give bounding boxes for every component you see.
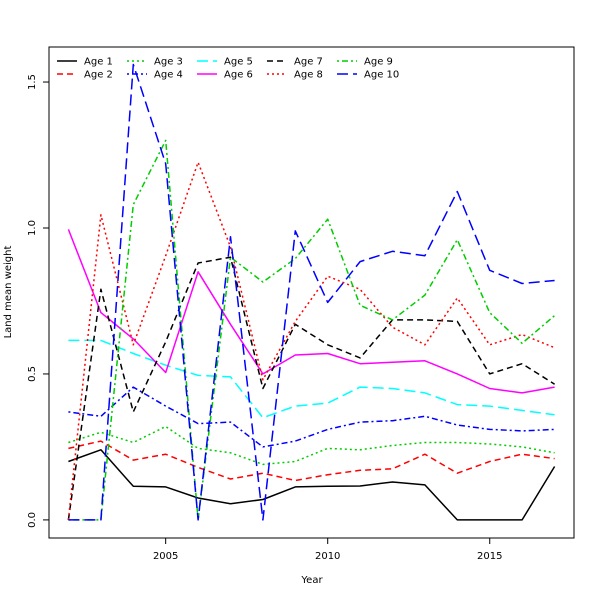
series-line-age-9 <box>68 139 556 521</box>
x-tick-label: 2010 <box>315 551 340 562</box>
series-line-age-4 <box>68 386 555 448</box>
legend-label-age-8: Age 8 <box>294 70 323 81</box>
y-tick-label: 0.5 <box>27 366 38 382</box>
x-axis-label: Year <box>300 575 323 586</box>
y-tick-label: 1.5 <box>27 74 38 90</box>
legend-label-age-10: Age 10 <box>364 70 399 81</box>
legend-label-age-7: Age 7 <box>294 57 323 68</box>
series-line-age-6 <box>67 229 555 394</box>
series-line-age-5 <box>68 339 555 419</box>
series-line-age-3 <box>68 425 555 466</box>
x-axis: 2005 2010 2015 <box>153 537 502 562</box>
y-tick-label: 1.0 <box>27 220 38 236</box>
legend-label-age-3: Age 3 <box>154 57 183 68</box>
legend-label-age-5: Age 5 <box>224 57 253 68</box>
legend-label-age-4: Age 4 <box>154 70 183 81</box>
y-axis: 0.0 0.5 1.0 1.5 <box>27 74 50 528</box>
plot-frame <box>48 46 575 539</box>
y-tick-label: 0.0 <box>27 512 38 528</box>
series-line-age-2 <box>68 440 555 482</box>
legend-label-age-9: Age 9 <box>364 57 393 68</box>
y-axis-label: Land mean weight <box>3 246 14 339</box>
x-tick-label: 2005 <box>153 551 178 562</box>
series-line-age-8 <box>67 161 555 520</box>
legend: Age 1 Age 2 Age 3 Age 4 Age 5 Age 6 Age 7 Age 8… <box>57 57 399 81</box>
x-tick-label: 2015 <box>477 551 502 562</box>
legend-label-age-2: Age 2 <box>84 70 113 81</box>
legend-label-age-6: Age 6 <box>224 70 253 81</box>
legend-label-age-1: Age 1 <box>84 57 113 68</box>
series-line-age-10 <box>68 63 555 521</box>
series-line-age-7 <box>67 256 556 521</box>
series-group <box>67 63 556 521</box>
series-line-age-1 <box>68 449 556 521</box>
